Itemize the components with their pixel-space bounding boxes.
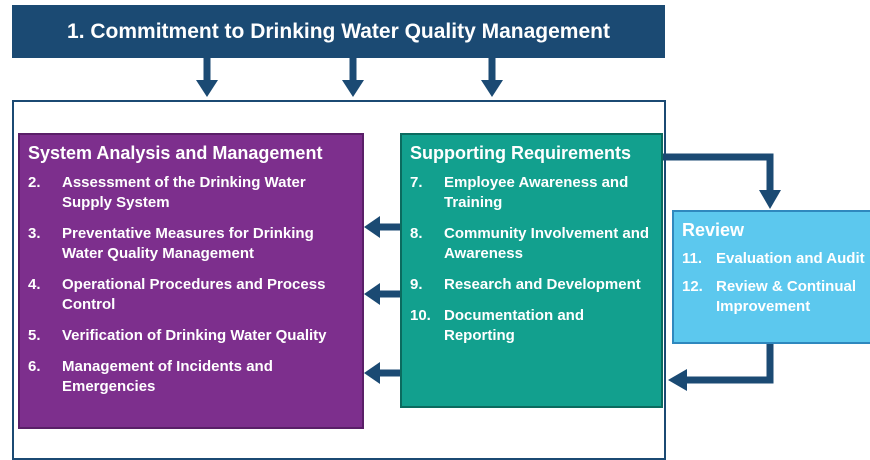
- arrows: [196, 58, 781, 391]
- list-item: 7. Employee Awareness and Training: [410, 173, 657, 213]
- item-number: 10.: [410, 307, 431, 324]
- list-item: 10. Documentation and Reporting: [410, 306, 657, 346]
- item-number: 9.: [410, 276, 423, 293]
- item-number: 3.: [28, 225, 41, 242]
- item-number: 6.: [28, 358, 41, 375]
- item-text: Assessment of the Drinking Water Supply …: [62, 174, 306, 211]
- item-text: Research and Development: [444, 276, 641, 293]
- item-text: Management of Incidents and Emergencies: [62, 358, 273, 395]
- elbow-arrow: [668, 344, 774, 391]
- section-title: System Analysis and Management: [28, 143, 323, 163]
- list-item: 8. Community Involvement and Awareness: [410, 224, 657, 264]
- down-arrow: [342, 58, 364, 97]
- item-text: Documentation and Reporting: [444, 307, 585, 344]
- list-item: 3. Preventative Measures for Drinking Wat…: [28, 224, 354, 264]
- item-number: 7.: [410, 174, 423, 191]
- left-arrow: [364, 216, 400, 238]
- list-item: 11. Evaluation and Audit: [682, 249, 870, 269]
- supporting-box: Supporting Requirements 7. Employee Awaren…: [400, 133, 663, 408]
- page: 1. Commitment to Drinking Water Quality …: [12, 5, 870, 460]
- system-analysis-box: System Analysis and Management 2. Assessme…: [18, 133, 364, 429]
- item-text: Community Involvement and Awareness: [444, 225, 650, 262]
- left-arrow: [364, 283, 400, 305]
- item-number: 11.: [682, 250, 703, 267]
- list-item: 9. Research and Development: [410, 275, 657, 295]
- list-item: 12. Review & Continual Improvement: [682, 277, 870, 317]
- item-text: Evaluation and Audit: [716, 250, 865, 267]
- item-text: Review & Continual Improvement: [716, 278, 857, 315]
- list-item: 2. Assessment of the Drinking Water Suppl…: [28, 173, 354, 213]
- item-number: 4.: [28, 276, 41, 293]
- down-arrow: [196, 58, 218, 97]
- item-text: Employee Awareness and Training: [444, 174, 629, 211]
- list-item: 4. Operational Procedures and Process Con…: [28, 275, 354, 315]
- item-number: 5.: [28, 327, 41, 344]
- item-text: Operational Procedures and Process Contr…: [62, 276, 326, 313]
- header-title: 1. Commitment to Drinking Water Quality …: [67, 19, 610, 43]
- elbow-arrow: [663, 153, 781, 209]
- left-arrow: [364, 362, 400, 384]
- item-number: 8.: [410, 225, 423, 242]
- header-banner: 1. Commitment to Drinking Water Quality …: [12, 5, 665, 58]
- section-title: Review: [682, 220, 745, 240]
- item-number: 2.: [28, 174, 41, 191]
- list-item: 5. Verification of Drinking Water Quality: [28, 326, 354, 346]
- item-number: 12.: [682, 278, 703, 295]
- review-box: Review 11. Evaluation and Audit 12. Review &…: [672, 210, 870, 344]
- arrow-group: [196, 58, 781, 391]
- section-title: Supporting Requirements: [410, 143, 632, 163]
- down-arrow: [481, 58, 503, 97]
- item-text: Verification of Drinking Water Quality: [62, 327, 327, 344]
- list-item: 6. Management of Incidents and Emergencie…: [28, 357, 354, 397]
- item-text: Preventative Measures for Drinking Water…: [62, 225, 314, 262]
